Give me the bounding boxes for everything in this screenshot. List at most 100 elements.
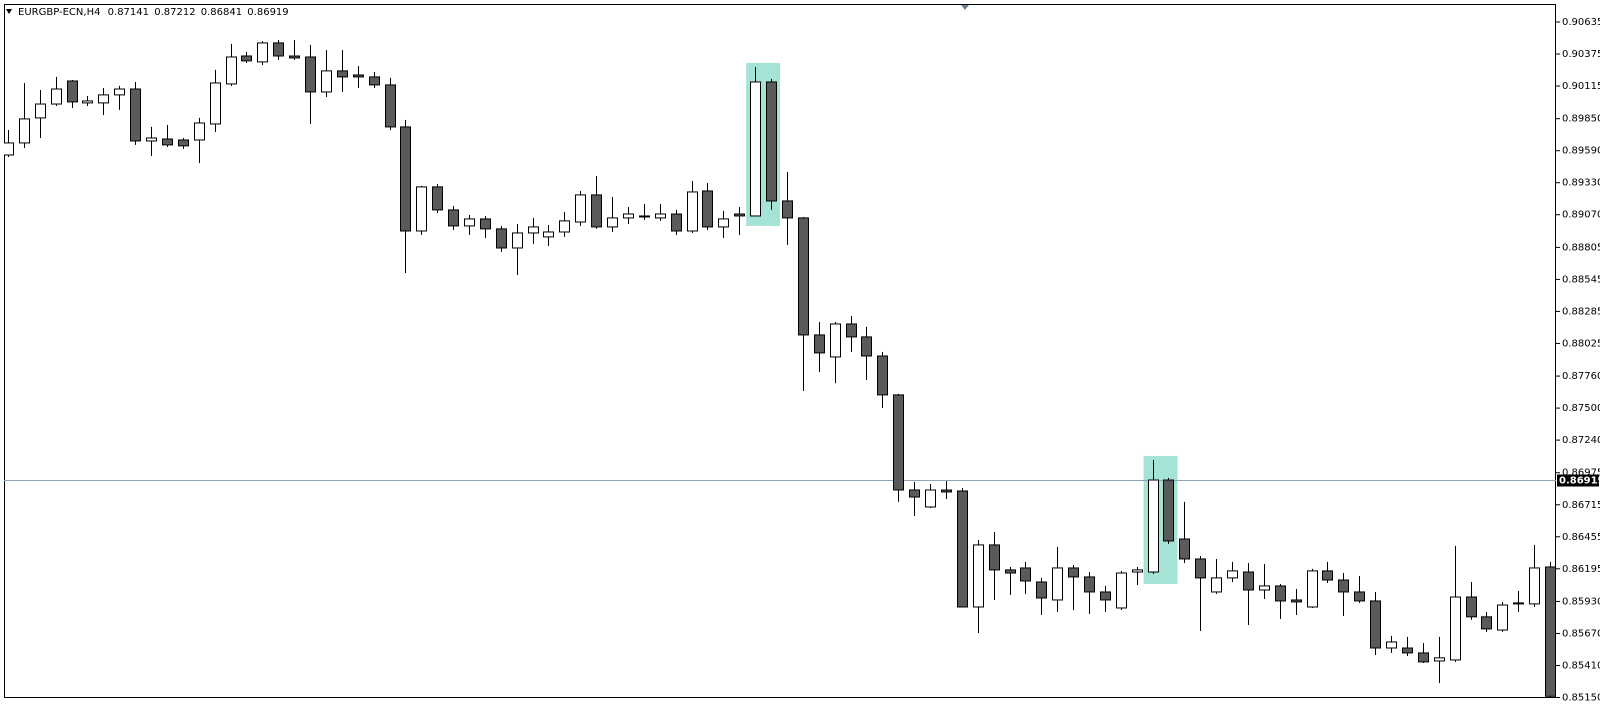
candle-body — [671, 213, 682, 232]
open-value: 0.87141 — [108, 7, 149, 18]
candle-body — [353, 74, 364, 78]
chart-header: EURGBP-ECN,H4 0.87141 0.87212 0.86841 0.… — [18, 7, 289, 18]
candle-body — [1068, 567, 1079, 578]
candle-body — [734, 213, 745, 217]
candle-body — [1227, 570, 1238, 579]
candle-body — [1450, 596, 1461, 661]
candle-body — [687, 191, 698, 232]
y-tick-label: 0.88285 — [1562, 306, 1600, 317]
candle-body — [1036, 581, 1047, 599]
y-tick-label: 0.89590 — [1562, 146, 1600, 157]
candle-body — [909, 489, 920, 498]
candle-body — [543, 231, 554, 238]
candle-body — [1386, 641, 1397, 649]
candle-body — [1179, 538, 1190, 560]
candle-body — [1354, 591, 1365, 602]
y-tick-label: 0.85410 — [1562, 660, 1600, 671]
candle-body — [941, 489, 952, 493]
y-tick-label: 0.90375 — [1562, 49, 1600, 60]
candle-body — [67, 80, 78, 103]
candle-body — [973, 544, 984, 608]
candle-body — [1243, 571, 1254, 591]
candle-body — [1132, 569, 1143, 573]
candle-body — [1005, 569, 1016, 574]
candle-body — [559, 220, 570, 233]
candle-body — [305, 56, 316, 93]
candle-body — [130, 88, 141, 142]
y-tick-label: 0.88805 — [1562, 242, 1600, 253]
candle-body — [98, 94, 109, 104]
candle-body — [893, 394, 904, 491]
candle-body — [1100, 591, 1111, 601]
candle-body — [1084, 576, 1095, 593]
candle-body — [766, 81, 777, 202]
candle-body — [210, 82, 221, 125]
candle-body — [321, 70, 332, 93]
candle-body — [989, 544, 1000, 571]
y-tick-label: 0.85150 — [1562, 693, 1600, 704]
candle-body — [51, 88, 62, 105]
y-tick-label: 0.85670 — [1562, 628, 1600, 639]
candle-body — [1148, 479, 1159, 573]
candle-body — [162, 138, 173, 146]
y-tick-label: 0.87760 — [1562, 371, 1600, 382]
low-value: 0.86841 — [201, 7, 242, 18]
menu-arrow[interactable] — [6, 9, 12, 14]
candle-body — [655, 213, 666, 219]
candle-body — [1529, 567, 1540, 605]
candle-body — [35, 103, 46, 119]
candle-body — [1163, 479, 1174, 542]
candle-body — [1020, 567, 1031, 582]
candle-body — [273, 42, 284, 57]
candle-body — [1338, 579, 1349, 593]
candle-body — [400, 126, 411, 232]
candle-body — [1291, 599, 1302, 603]
candle-body — [846, 323, 857, 338]
shift-marker — [961, 5, 969, 10]
y-tick-label: 0.88025 — [1562, 338, 1600, 349]
candle-body — [1466, 596, 1477, 618]
chart-title: EURGBP-ECN,H4 — [18, 7, 100, 18]
candle-body — [257, 42, 268, 63]
candle-body — [1322, 570, 1333, 581]
candle-body — [1195, 558, 1206, 579]
candle-body — [464, 218, 475, 227]
plot-frame — [4, 4, 1556, 698]
candle-body — [178, 139, 189, 147]
candle-body — [607, 217, 618, 228]
candle-body — [480, 218, 491, 230]
candle-body — [1545, 566, 1556, 697]
candle-body — [369, 76, 380, 86]
candle-body — [1418, 652, 1429, 663]
candle-body — [861, 336, 872, 357]
candle-body — [798, 217, 809, 336]
candle-body — [1116, 572, 1127, 609]
candle-body — [1434, 657, 1445, 662]
candle-body — [591, 194, 602, 228]
high-value: 0.87212 — [154, 7, 195, 18]
close-value: 0.86919 — [247, 7, 288, 18]
y-tick-label: 0.87500 — [1562, 403, 1600, 414]
candle-body — [1402, 647, 1413, 654]
candle-body — [289, 55, 300, 59]
candle-body — [1259, 585, 1270, 591]
candle-body — [241, 55, 252, 62]
candle-body — [877, 355, 888, 396]
y-tick-label: 0.86455 — [1562, 532, 1600, 543]
candle-body — [639, 215, 650, 218]
candle-body — [957, 490, 968, 608]
candle-body — [750, 81, 761, 217]
y-tick-label: 0.86195 — [1562, 564, 1600, 575]
candle-body — [814, 334, 825, 354]
candle-body — [226, 56, 237, 85]
candle-body — [114, 88, 125, 96]
price-label-box — [1557, 474, 1599, 487]
y-tick-label: 0.89850 — [1562, 114, 1600, 125]
candle-body — [146, 137, 157, 142]
y-tick-label: 0.89330 — [1562, 178, 1600, 189]
candle-body — [1307, 570, 1318, 608]
price-label: 0.86919 — [1559, 476, 1600, 487]
candle-body — [19, 118, 30, 144]
candle-body — [1513, 602, 1524, 605]
